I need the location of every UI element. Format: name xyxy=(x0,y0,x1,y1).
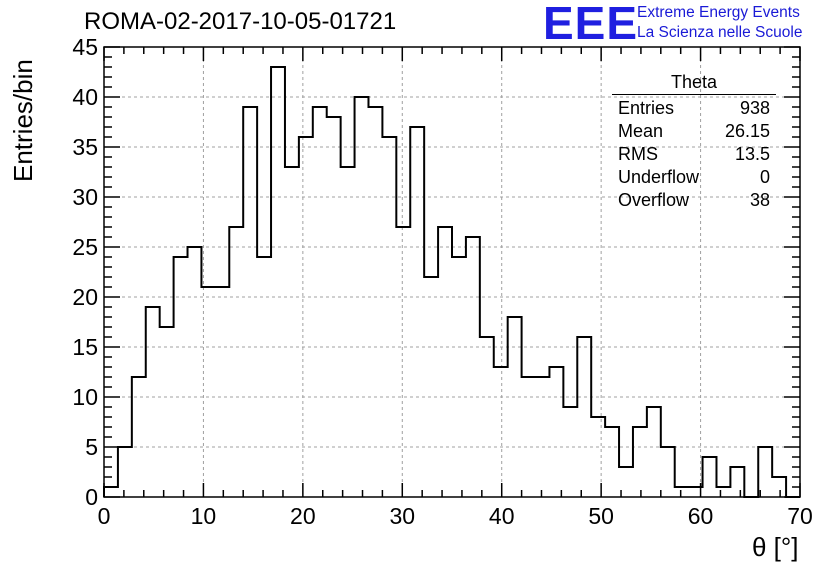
x-tick-label: 40 xyxy=(489,503,515,529)
histogram-bin xyxy=(438,227,452,497)
histogram-bin xyxy=(215,287,229,497)
histogram-bin xyxy=(730,467,744,497)
x-tick-label: 50 xyxy=(588,503,614,529)
tick-labels: 0 10 20 30 40 50 60 70 0 5 10 15 20 25 30 35 40 45 xyxy=(72,34,812,529)
histogram-bin xyxy=(313,107,327,497)
histogram-bin xyxy=(341,167,355,497)
histogram-bin xyxy=(271,67,285,497)
plot-frame xyxy=(103,46,801,498)
histogram-bin xyxy=(480,337,494,497)
y-tick-label: 30 xyxy=(72,184,98,210)
y-tick-label: 20 xyxy=(72,284,98,310)
stats-label: RMS xyxy=(618,144,658,164)
stats-title: Theta xyxy=(612,72,776,95)
histogram-bin xyxy=(758,447,772,497)
x-tick-label: 70 xyxy=(787,503,813,529)
histogram-bin xyxy=(201,287,215,497)
x-tick-label: 30 xyxy=(389,503,415,529)
histogram-bin xyxy=(160,327,174,497)
x-tick-label: 0 xyxy=(98,503,111,529)
stats-box: Theta Entries 938 Mean 26.15 RMS 13.5 Un… xyxy=(612,72,776,212)
stats-value: 0 xyxy=(759,167,770,187)
histogram-bin xyxy=(563,407,577,497)
logo-line-2: La Scienza nelle Scuole xyxy=(637,24,803,41)
logo-line-1: Extreme Energy Events xyxy=(637,4,800,21)
histogram-bin xyxy=(591,417,605,497)
stats-row-entries: Entries 938 xyxy=(612,97,776,120)
y-tick-label: 25 xyxy=(72,234,98,260)
histogram-bin xyxy=(703,457,717,497)
x-tick-label: 20 xyxy=(290,503,316,529)
histogram-line xyxy=(103,66,800,498)
stats-row-overflow: Overflow 38 xyxy=(612,189,776,212)
histogram-bin xyxy=(675,487,689,497)
histogram-bin xyxy=(174,257,188,497)
histogram-bin xyxy=(382,137,396,497)
axis-ticks xyxy=(103,46,801,498)
histogram-bin xyxy=(522,377,536,497)
stats-label: Underflow xyxy=(618,167,700,187)
stats-row-underflow: Underflow 0 xyxy=(612,166,776,189)
histogram-bin xyxy=(549,367,563,497)
stats-value: 13.5 xyxy=(734,144,770,164)
y-tick-label: 40 xyxy=(72,84,98,110)
histogram-bin xyxy=(508,317,522,497)
histogram-bin xyxy=(633,427,647,497)
histogram-bin xyxy=(285,167,299,497)
y-tick-label: 10 xyxy=(72,384,98,410)
stats-label: Overflow xyxy=(618,190,690,210)
stats-value: 938 xyxy=(739,98,770,118)
histogram-bin xyxy=(494,367,508,497)
histogram-bin xyxy=(118,447,132,497)
chart-title: ROMA-02-2017-10-05-01721 xyxy=(84,8,397,35)
histogram-bin xyxy=(452,257,466,497)
y-axis-label: Entries/bin xyxy=(8,59,38,182)
stats-value: 26.15 xyxy=(724,121,770,141)
histogram-bin xyxy=(188,247,202,497)
histogram-bin xyxy=(243,107,257,497)
y-tick-label: 5 xyxy=(85,434,98,460)
y-tick-label: 15 xyxy=(72,334,98,360)
histogram-bin xyxy=(299,137,313,497)
histogram-bin xyxy=(605,427,619,497)
stats-row-rms: RMS 13.5 xyxy=(612,143,776,166)
histogram-bin xyxy=(229,227,243,497)
histogram-bin xyxy=(396,227,410,497)
histogram-bin xyxy=(536,377,550,497)
x-axis-label: θ [°] xyxy=(752,532,799,562)
histogram-bin xyxy=(146,307,160,497)
stats-label: Mean xyxy=(618,121,664,141)
histogram-bin xyxy=(327,117,341,497)
x-tick-label: 60 xyxy=(688,503,714,529)
histogram-bin xyxy=(647,407,661,497)
y-tick-label: 45 xyxy=(72,34,98,60)
histogram-bin xyxy=(424,277,438,497)
grid-lines xyxy=(104,47,800,497)
histogram-bin xyxy=(132,377,146,497)
histogram-bin xyxy=(104,487,118,497)
x-tick-label: 10 xyxy=(191,503,217,529)
stats-row-mean: Mean 26.15 xyxy=(612,120,776,143)
histogram-bin xyxy=(355,97,369,497)
histogram-bin xyxy=(661,447,675,497)
stats-label: Entries xyxy=(618,98,675,118)
histogram-bin xyxy=(257,257,271,497)
histogram-bin xyxy=(716,487,730,497)
stats-value: 38 xyxy=(749,190,770,210)
y-tick-label: 35 xyxy=(72,134,98,160)
y-tick-label: 0 xyxy=(85,484,98,510)
eee-logo-mark: EEE xyxy=(543,0,639,49)
histogram-bin xyxy=(466,237,480,497)
histogram-bin xyxy=(772,477,786,497)
histogram-bin xyxy=(577,337,591,497)
histogram-bin xyxy=(368,107,382,497)
histogram-bin xyxy=(410,127,424,497)
